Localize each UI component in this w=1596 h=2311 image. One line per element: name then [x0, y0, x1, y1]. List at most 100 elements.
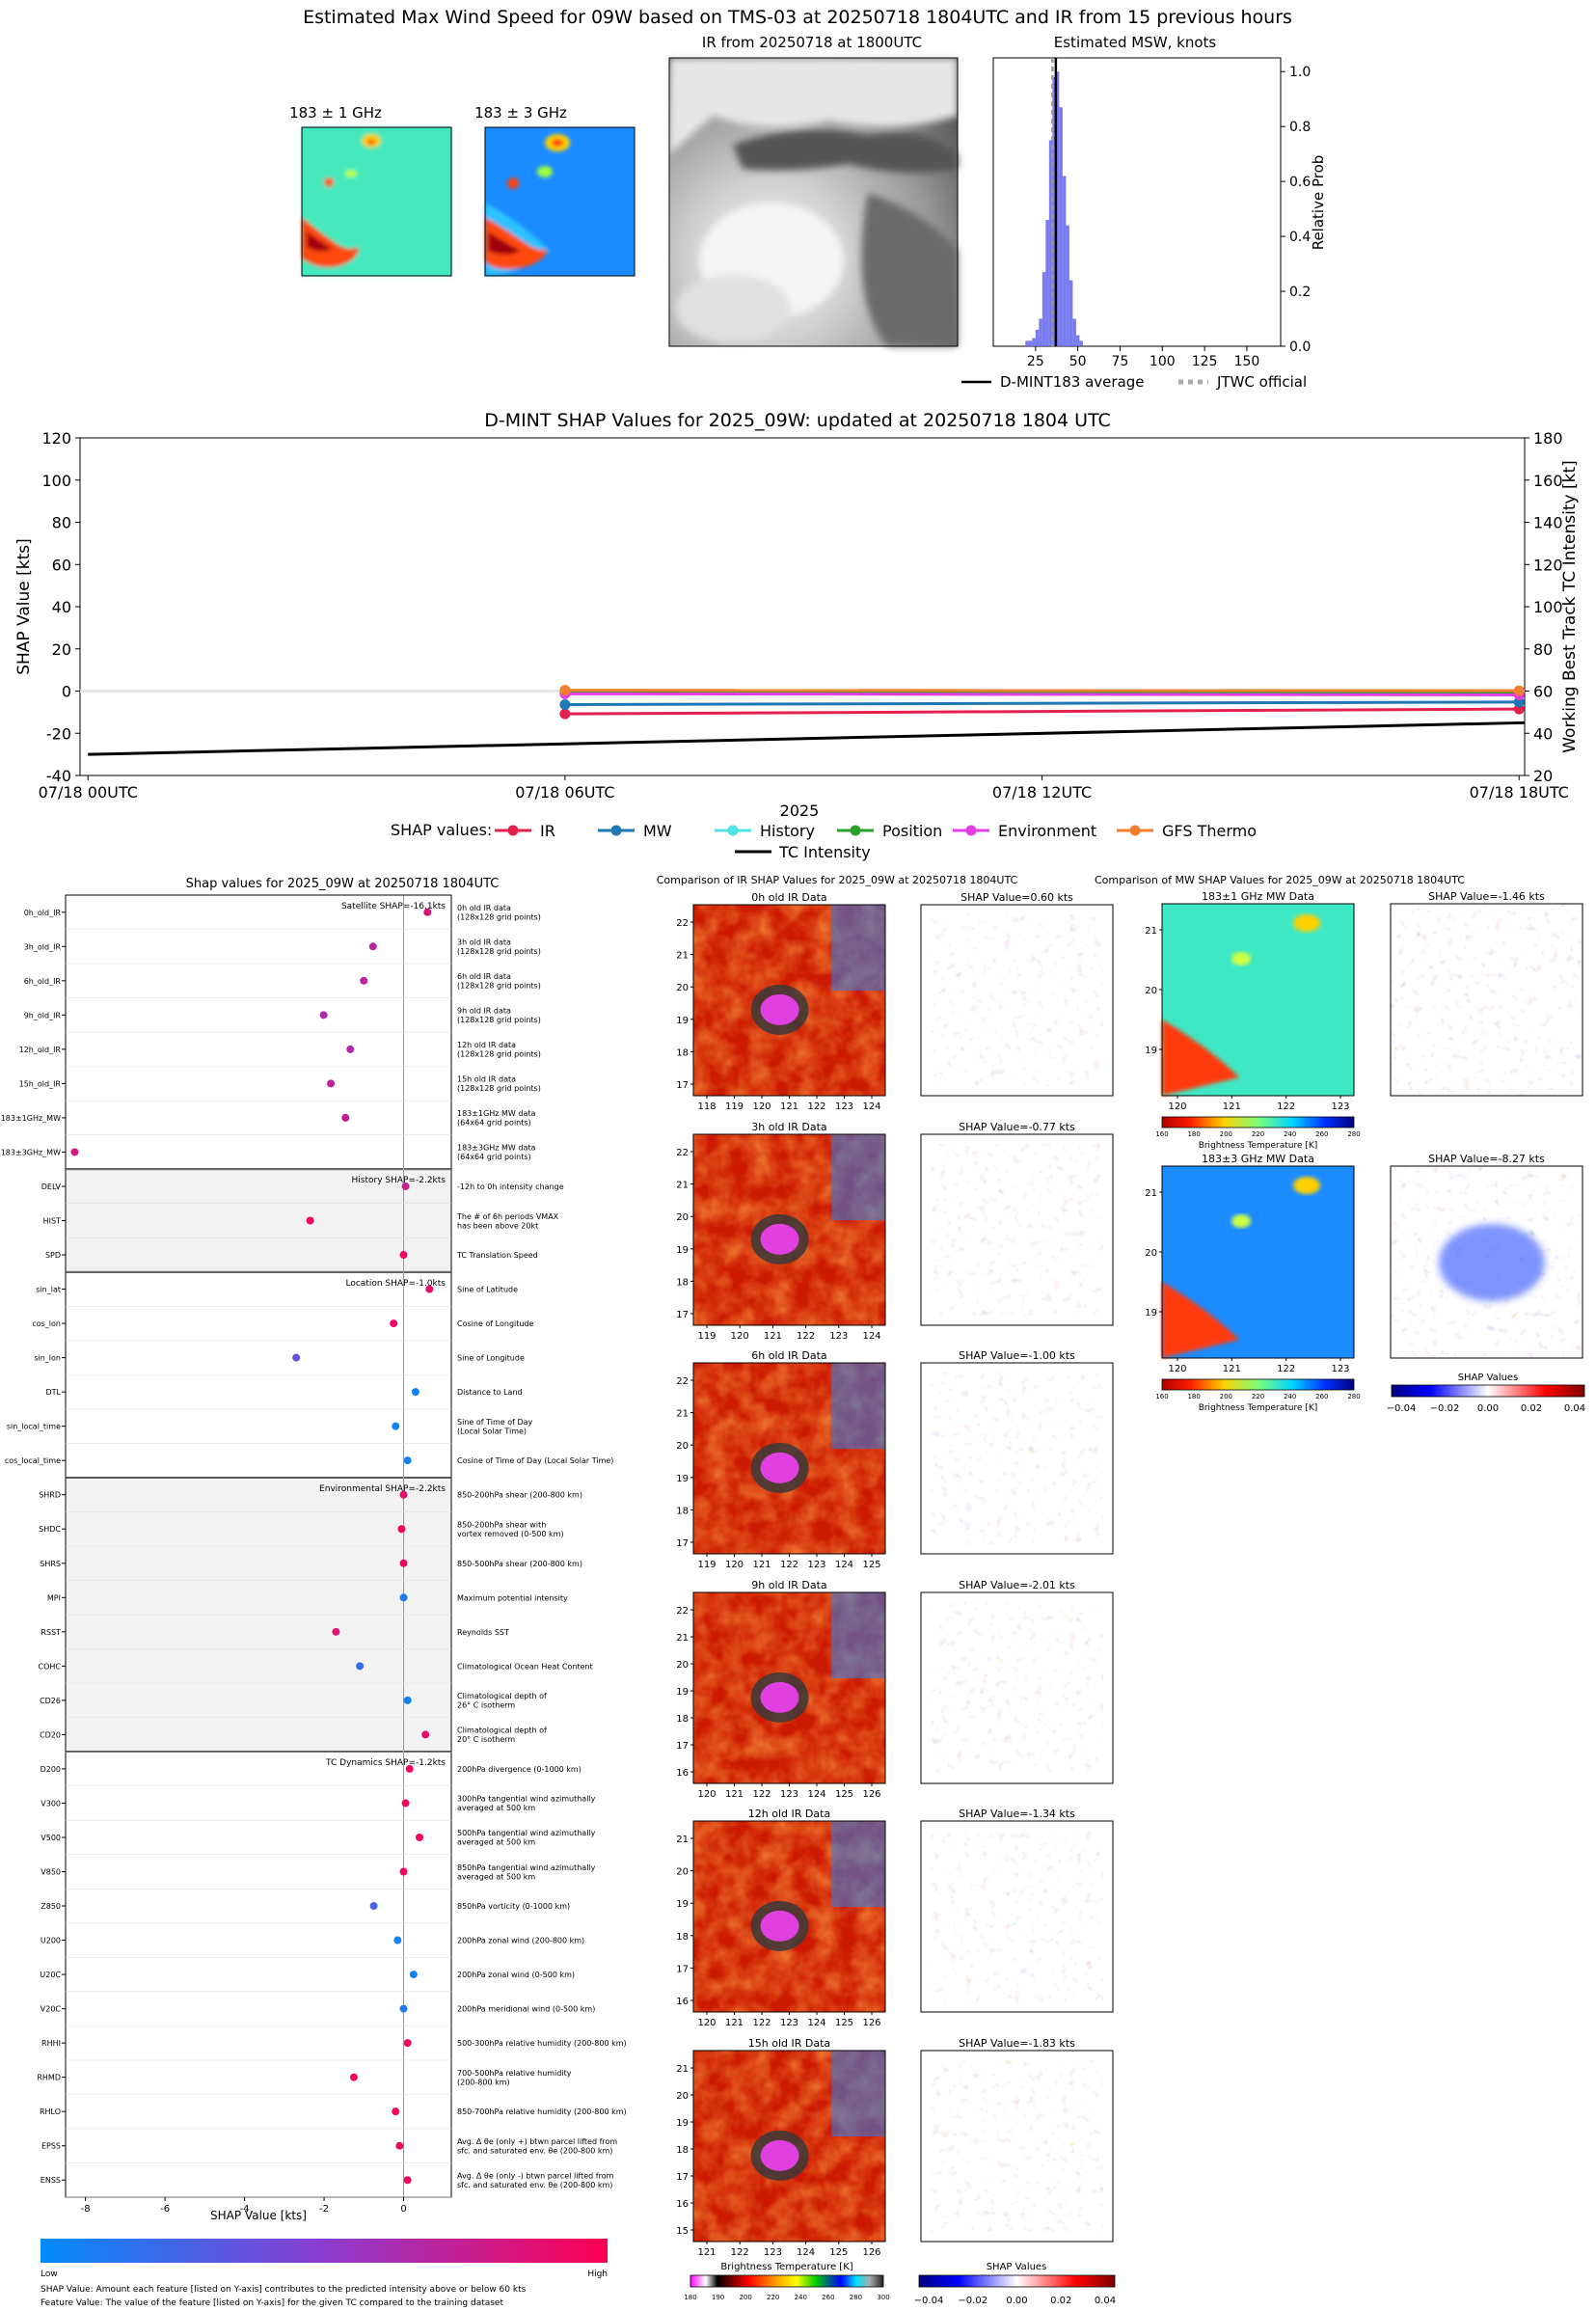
- ir-ytick-label: 20: [676, 1660, 689, 1671]
- ts-xtick-label: 07/18 18UTC: [1470, 783, 1569, 802]
- bee-feature-description: has been above 20kt: [457, 1221, 538, 1230]
- ir-ytick-label: 19: [676, 1245, 689, 1256]
- ts-series-line-mw: [564, 700, 1520, 706]
- bee-feature-description: 200hPa zonal wind (200-800 km): [457, 1937, 584, 1945]
- ir-xtick-label: 121: [725, 1789, 744, 1800]
- ts-legend-marker: [850, 825, 861, 836]
- ir-xtick-label: 124: [862, 1101, 880, 1112]
- bee-feature-name: sin_local_time: [7, 1423, 61, 1431]
- ir-xtick-label: 120: [725, 1560, 744, 1570]
- ir-data-core: [760, 2139, 799, 2171]
- hist-bar: [1052, 76, 1056, 346]
- bee-feature-description: 850-500hPa shear (200-800 km): [457, 1560, 582, 1568]
- mw-shap-colorbar-ticks: −0.04 −0.02 0.00 0.02 0.04: [1387, 1403, 1585, 1414]
- ir-xtick-label: 120: [697, 2018, 716, 2028]
- ir-ytick-label: 21: [676, 1835, 689, 1845]
- mw-xtick-label: 120: [1168, 1364, 1186, 1374]
- ir-ytick-label: 19: [676, 1016, 689, 1026]
- mw-ytick-label: 19: [1145, 1308, 1157, 1319]
- bee-feature-dot: [392, 2107, 400, 2116]
- bee-feature-description: (128x128 grid points): [457, 1016, 541, 1024]
- bee-feature-dot: [392, 1422, 400, 1430]
- bee-feature-description: (128x128 grid points): [457, 947, 541, 956]
- bee-feature-name: SPD: [45, 1251, 61, 1260]
- ts-legend-label: TC Intensity: [778, 843, 871, 861]
- mw-data-warm-spot: [1293, 914, 1320, 932]
- bee-feature-description: (128x128 grid points): [457, 1084, 541, 1093]
- bee-feature-dot: [70, 1148, 79, 1156]
- bee-feature-description: (64x64 grid points): [457, 1153, 531, 1161]
- hist-bar: [1041, 272, 1046, 346]
- ir-shap-texture: [931, 1373, 1103, 1544]
- ir-data-core: [760, 1681, 799, 1713]
- bee-feature-name: SHRD: [39, 1491, 61, 1500]
- ts-series-point: [559, 708, 571, 720]
- msw-histogram-chart: Estimated MSW, knots 25 50 75 100 125 150 0.0…: [961, 34, 1327, 391]
- mw-bt-colorbar-tick: 240: [1284, 1393, 1296, 1400]
- ts-y2tick-label: 60: [1533, 683, 1553, 701]
- ir-bt-colorbar-tick: 190: [712, 2294, 724, 2301]
- ir-xtick-label: 124: [807, 2018, 825, 2028]
- ir-row-title: 12h old IR Data: [748, 1808, 830, 1820]
- bee-feature-dot: [416, 1833, 424, 1841]
- footnote-shap: SHAP Value: Amount each feature [listed …: [41, 2285, 527, 2295]
- ir-xtick-label: 122: [731, 2247, 749, 2258]
- ir-ytick-label: 18: [676, 1506, 689, 1516]
- ir-shap-frame: [920, 1133, 1114, 1326]
- bee-feature-dot: [393, 1936, 402, 1944]
- mw-bt-colorbar-tick: 160: [1155, 1393, 1168, 1400]
- ir-ytick-label: 21: [676, 1181, 689, 1191]
- mw-data-warm-spot: [1231, 1214, 1251, 1228]
- ir-ytick-label: 16: [676, 1768, 689, 1779]
- bee-feature-description: Sine of Longitude: [457, 1354, 525, 1363]
- ir-shap-texture: [931, 2060, 1103, 2232]
- mw-bt-colorbar-tick: 240: [1284, 1130, 1296, 1138]
- ts-xlabel: 2025: [780, 802, 820, 820]
- mw183-1-features: [302, 127, 451, 276]
- ir-bt-colorbar-tick: 300: [877, 2294, 889, 2301]
- ir-data-core: [760, 993, 799, 1025]
- mw-shap-texture: [1391, 904, 1582, 1096]
- bee-feature-description: averaged at 500 km: [457, 1804, 535, 1812]
- mw-data-frame: [1161, 1165, 1355, 1359]
- ir-xtick-label: 118: [697, 1101, 716, 1112]
- bee-feature-description: Cosine of Longitude: [457, 1319, 534, 1328]
- mw-shap-colorbar-tick: 0.00: [1477, 1403, 1499, 1414]
- ir-bt-colorbar-tick: 240: [795, 2294, 807, 2301]
- ir-xtick-label: 122: [780, 1560, 798, 1570]
- bee-feature-dot: [341, 1113, 350, 1122]
- hist-bars-group: [1025, 58, 1083, 346]
- mw-row-title: 183±1 GHz MW Data: [1202, 890, 1314, 903]
- ir-ytick-label: 19: [676, 1687, 689, 1698]
- ir-ytick-label: 22: [676, 1148, 689, 1158]
- hist-xtick-label: 100: [1150, 354, 1176, 369]
- bee-feature-dot: [399, 1251, 408, 1260]
- bee-feature-name: 12h_old_IR: [19, 1046, 62, 1054]
- bee-feature-description: 850-200hPa shear (200-800 km): [457, 1491, 582, 1500]
- mw-xtick-label: 120: [1168, 1101, 1186, 1112]
- mw-shap-frame: [1390, 903, 1583, 1097]
- bee-feature-dot: [390, 1319, 398, 1328]
- mw-section-title: Comparison of MW SHAP Values for 2025_09…: [1095, 874, 1465, 886]
- ir-shap-title: SHAP Value=-1.34 kts: [959, 1808, 1075, 1820]
- bee-feature-name: 0h_old_IR: [24, 909, 62, 917]
- ts-ytick-label: 80: [52, 514, 71, 532]
- ir-xtick-label: 121: [725, 2018, 744, 2028]
- colorbar-high-label: High: [587, 2270, 608, 2279]
- ir-data-cold-patch: [831, 2051, 885, 2137]
- bee-group-label: Satellite SHAP=-16.1kts: [341, 902, 446, 911]
- bee-feature-name: Z850: [41, 1902, 61, 1911]
- ir-shap-texture: [931, 914, 1103, 1086]
- ts-legend-label: Position: [882, 822, 942, 840]
- ir-shap-title: SHAP Value=-2.01 kts: [959, 1579, 1075, 1591]
- ir-row-title: 9h old IR Data: [751, 1579, 826, 1591]
- ir-xtick-label: 120: [752, 1101, 771, 1112]
- ir-ytick-label: 17: [676, 1741, 689, 1752]
- bee-feature-description: 183±1GHz MW data: [457, 1109, 535, 1118]
- ts-series-point: [559, 699, 571, 710]
- ts-ytick-label: 0: [62, 683, 71, 701]
- bee-feature-description: 6h old IR data: [457, 972, 511, 981]
- hist-title: Estimated MSW, knots: [1054, 34, 1217, 51]
- mw-shap-colorbar-tick: −0.04: [1387, 1403, 1417, 1414]
- ir-xtick-label: 122: [752, 1789, 771, 1800]
